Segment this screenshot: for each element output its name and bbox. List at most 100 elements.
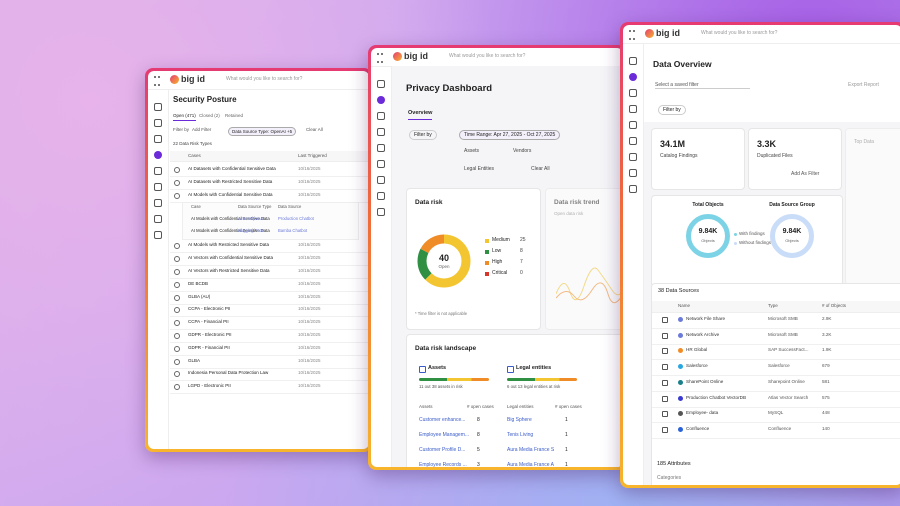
expand-icon[interactable] — [174, 192, 180, 199]
last-triggered: 10/16/2025 — [298, 383, 321, 389]
nav-icon[interactable] — [377, 96, 385, 104]
nav-icon[interactable] — [377, 128, 385, 136]
source-name[interactable]: SharePoint Online — [686, 378, 724, 384]
expand-icon[interactable] — [174, 256, 180, 263]
menu-icon[interactable] — [377, 53, 383, 63]
source-name[interactable]: Network Archive — [686, 331, 720, 337]
filter[interactable]: Filter by — [173, 127, 190, 132]
expand-icon[interactable] — [174, 333, 180, 339]
row-checkbox[interactable] — [662, 411, 668, 418]
source-name[interactable]: Confluence — [686, 425, 710, 431]
filter-chip[interactable]: Vendors — [513, 148, 532, 154]
search-box[interactable]: What would you like to search for? — [226, 76, 303, 82]
filter[interactable]: Clear All — [306, 127, 323, 132]
nav-icon[interactable] — [154, 231, 162, 239]
filter-chip[interactable]: Legal Entities — [464, 166, 495, 172]
cell: Sharepoint Online — [768, 378, 805, 384]
list-name[interactable]: Customer Profile D... — [419, 447, 466, 453]
nav-icon[interactable] — [377, 160, 385, 168]
expand-icon[interactable] — [174, 243, 180, 250]
filter-chip[interactable]: Filter by — [409, 130, 437, 140]
search-box[interactable]: What would you like to search for? — [701, 30, 778, 36]
search-box[interactable]: What would you like to search for? — [449, 53, 526, 59]
nav-icon[interactable] — [629, 137, 637, 145]
filter[interactable]: Add Filter — [192, 127, 212, 132]
nav-icon[interactable] — [154, 103, 162, 111]
nav-icon[interactable] — [377, 192, 385, 200]
filter[interactable]: Data Source Type: OpenAI +5 — [228, 127, 297, 136]
nav-icon[interactable] — [629, 105, 637, 113]
source-name[interactable]: HR Global — [686, 347, 708, 353]
nav-icon[interactable] — [154, 151, 162, 159]
nav-icon[interactable] — [629, 89, 637, 97]
card-title: Data risk landscape — [415, 345, 477, 352]
tab[interactable]: Overview — [408, 110, 433, 120]
nav-icon[interactable] — [377, 144, 385, 152]
tab[interactable]: Retained — [225, 113, 244, 118]
expand-icon[interactable] — [174, 294, 180, 301]
nav-icon[interactable] — [154, 199, 162, 207]
expand-icon[interactable] — [174, 269, 180, 275]
row-checkbox[interactable] — [662, 395, 668, 402]
nav-icon[interactable] — [377, 176, 385, 184]
group-summary: 11 out 38 assets in risk — [419, 384, 463, 389]
expand-icon[interactable] — [174, 345, 180, 352]
expand-icon[interactable] — [174, 384, 180, 391]
list-name[interactable]: Employee Managem... — [419, 432, 470, 438]
saved-filter[interactable]: Select a saved filter — [655, 82, 750, 89]
row-checkbox[interactable] — [662, 364, 668, 371]
source-name[interactable]: Network File Share — [686, 316, 726, 321]
row-checkbox[interactable] — [662, 426, 668, 433]
cell: 140 — [822, 425, 830, 431]
list-name[interactable]: Big Sphere — [507, 417, 532, 423]
list-name[interactable]: Aura Media France S — [507, 447, 555, 453]
expand-icon[interactable] — [174, 179, 180, 186]
expand-icon[interactable] — [174, 320, 180, 327]
expand-icon[interactable] — [174, 307, 180, 314]
list-name[interactable]: Aura Media France A — [507, 462, 554, 467]
nav-icon[interactable] — [629, 153, 637, 161]
row-checkbox[interactable] — [662, 348, 668, 355]
nav-icon[interactable] — [629, 185, 637, 193]
row-checkbox[interactable] — [662, 317, 668, 323]
filter-chip[interactable]: Assets — [464, 148, 480, 154]
nav-icon[interactable] — [377, 80, 385, 88]
row-checkbox[interactable] — [662, 332, 668, 339]
menu-icon[interactable] — [629, 30, 635, 40]
expand-icon[interactable] — [174, 167, 180, 173]
nav-icon[interactable] — [154, 135, 162, 143]
list-name[interactable]: Tenis Living — [507, 432, 534, 438]
expand-icon[interactable] — [174, 371, 180, 378]
chart-title: Total Objects — [692, 202, 724, 208]
source-name[interactable]: Employee- data — [686, 410, 719, 416]
nav-icon[interactable] — [629, 121, 637, 129]
nav-icon[interactable] — [154, 119, 162, 127]
group-icon — [419, 366, 426, 373]
menu-icon[interactable] — [154, 76, 160, 86]
expand-icon[interactable] — [174, 358, 180, 365]
nav-icon[interactable] — [154, 183, 162, 191]
source-name[interactable]: Salesforce — [686, 363, 708, 369]
nav-icon[interactable] — [629, 73, 637, 81]
filter-chip[interactable]: Clear All — [531, 166, 550, 172]
list-count: 1 — [565, 462, 568, 467]
source-name[interactable]: Production Chatbot VectorDB — [686, 394, 747, 400]
expand-icon[interactable] — [174, 281, 180, 288]
tab[interactable]: Open (471) — [173, 113, 196, 121]
list-name[interactable]: Customer enhance... — [419, 417, 466, 423]
list-name[interactable]: Employee Records ... — [419, 462, 467, 467]
tab[interactable]: Closed (2) — [199, 113, 220, 118]
export-button[interactable]: Export Report — [848, 82, 879, 88]
filter-chip[interactable]: Time Range: Apr 27, 2025 - Oct 27, 2025 — [459, 130, 561, 140]
nav-icon[interactable] — [154, 215, 162, 223]
filter-button[interactable]: Filter by — [658, 105, 686, 115]
nav-icon[interactable] — [377, 112, 385, 120]
list-count: 1 — [565, 417, 568, 423]
nav-icon[interactable] — [629, 169, 637, 177]
nav-icon[interactable] — [629, 57, 637, 65]
row-checkbox[interactable] — [662, 379, 668, 386]
kpi-action[interactable]: Add As Filter — [791, 171, 820, 177]
cell: 575 — [822, 394, 830, 400]
nav-icon[interactable] — [154, 167, 162, 175]
nav-icon[interactable] — [377, 208, 385, 216]
